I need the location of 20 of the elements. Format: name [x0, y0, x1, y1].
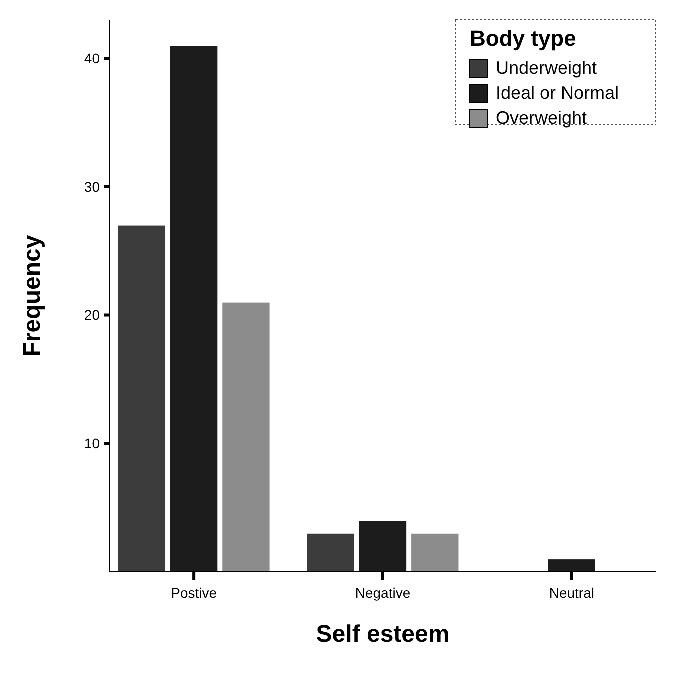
x-axis-title: Self esteem — [316, 621, 450, 648]
bar — [410, 533, 460, 572]
legend-label: Overweight — [496, 108, 588, 128]
y-axis-title: Frequency — [19, 234, 46, 357]
legend-title: Body type — [470, 26, 576, 51]
y-tick-label: 10 — [84, 436, 100, 452]
x-tick-label: Negative — [355, 585, 411, 601]
bar — [222, 302, 271, 572]
x-tick-label: Postive — [171, 585, 218, 601]
bar — [118, 224, 166, 572]
y-tick-label: 40 — [84, 50, 100, 66]
y-tick-label: 30 — [84, 178, 100, 195]
bar — [170, 45, 218, 572]
bar — [306, 533, 356, 572]
bar — [548, 558, 596, 572]
y-tick-label: 20 — [84, 307, 100, 324]
bar — [358, 520, 408, 572]
x-tick-label: Neutral — [549, 585, 594, 601]
legend-label: Underweight — [496, 58, 598, 78]
legend-label: Ideal or Normal — [496, 83, 620, 103]
